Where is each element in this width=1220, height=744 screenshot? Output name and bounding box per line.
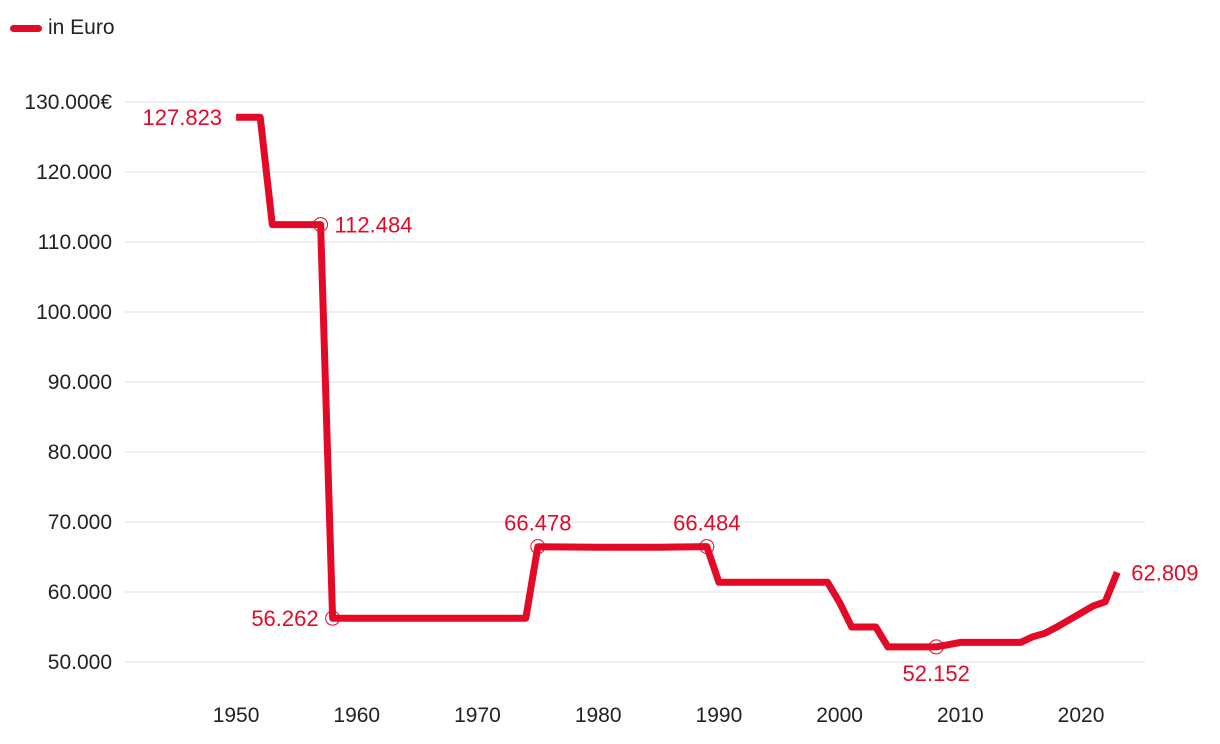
x-tick-label: 1980 <box>575 704 622 727</box>
x-tick-label: 2000 <box>816 704 863 727</box>
y-tick-label: 130.000€ <box>24 91 112 114</box>
y-tick-label: 70.000 <box>48 511 112 534</box>
data-label: 56.262 <box>251 606 318 631</box>
y-tick-label: 110.000 <box>38 231 112 254</box>
legend-swatch <box>10 24 42 32</box>
data-label: 66.478 <box>504 511 571 536</box>
data-labels: 127.823 112.484 56.262 66.478 66.484 52.152 62… <box>143 105 1199 686</box>
data-label: 52.152 <box>903 661 970 686</box>
y-tick-label: 90.000 <box>48 371 112 394</box>
x-tick-label: 1960 <box>333 704 380 727</box>
data-label: 127.823 <box>143 105 223 130</box>
data-point-marker <box>928 639 944 655</box>
y-tick-label: 120.000 <box>36 161 112 184</box>
gridlines <box>125 101 1145 663</box>
data-label: 62.809 <box>1131 560 1198 585</box>
data-label: 112.484 <box>335 213 413 238</box>
chart-legend: in Euro <box>10 16 115 40</box>
series-line <box>236 113 1121 651</box>
x-tick-label: 2010 <box>937 704 984 727</box>
x-tick-label: 2020 <box>1058 704 1105 727</box>
y-tick-label: 100.000 <box>36 301 112 324</box>
data-point-markers <box>313 217 944 655</box>
y-tick-label: 60.000 <box>48 581 112 604</box>
y-axis-tick-labels: 130.000€ 120.000 110.000 100.000 90.000 80.00… <box>24 91 112 674</box>
y-tick-label: 80.000 <box>48 441 112 464</box>
y-tick-label: 50.000 <box>48 651 112 674</box>
data-point-marker <box>313 217 329 233</box>
x-tick-label: 1990 <box>696 704 743 727</box>
data-label: 66.484 <box>673 511 740 536</box>
data-point-marker <box>325 610 341 626</box>
legend-label: in Euro <box>48 16 115 39</box>
data-point-marker <box>699 539 715 555</box>
data-point-marker <box>530 539 546 555</box>
x-axis-tick-labels: 1950 1960 1970 1980 1990 2000 2010 2020 <box>213 704 1105 727</box>
series-lines <box>236 113 1121 651</box>
x-tick-label: 1950 <box>213 704 260 727</box>
x-tick-label: 1970 <box>454 704 501 727</box>
